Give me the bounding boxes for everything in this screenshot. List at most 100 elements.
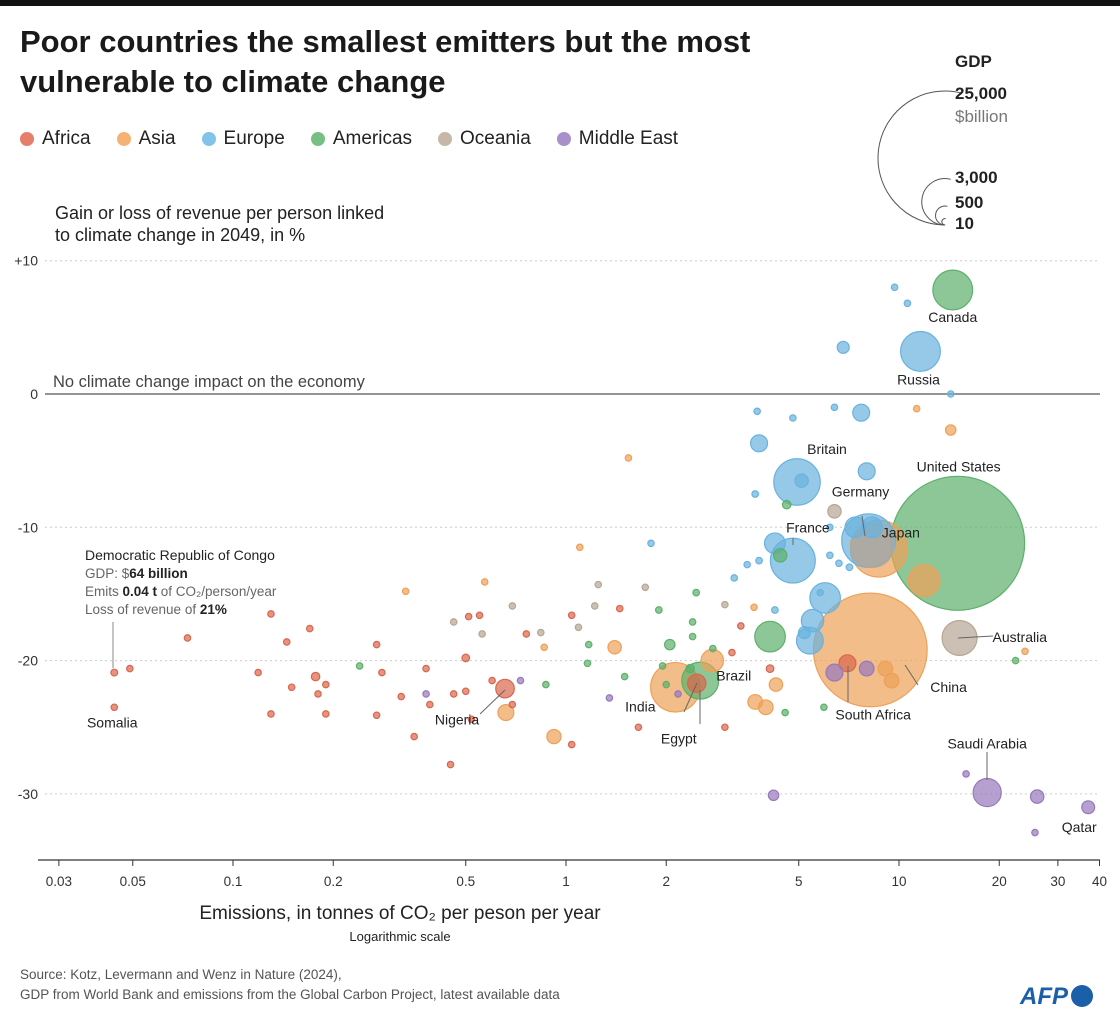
data-point bbox=[685, 663, 696, 674]
data-point-somalia bbox=[110, 703, 119, 712]
data-point bbox=[397, 692, 406, 701]
data-point bbox=[692, 588, 701, 597]
data-point bbox=[254, 668, 262, 677]
annotation-line: Emits 0.04 t of CO₂/person/year bbox=[85, 584, 277, 599]
legend-swatch bbox=[201, 132, 216, 146]
y-tick-label: -10 bbox=[18, 519, 38, 535]
data-point bbox=[497, 704, 515, 722]
country-label: Egypt bbox=[661, 730, 697, 746]
data-point bbox=[721, 723, 729, 732]
source-line: Source: Kotz, Levermann and Wenz in Natu… bbox=[20, 967, 342, 982]
zero-line-label: No climate change impact on the economy bbox=[53, 373, 366, 391]
country-label: Canada bbox=[928, 309, 977, 325]
legend-swatch bbox=[116, 132, 131, 146]
x-tick-label: 2 bbox=[662, 874, 670, 889]
data-point bbox=[634, 723, 643, 732]
country-label: India bbox=[625, 698, 656, 714]
data-point bbox=[422, 690, 430, 698]
data-point bbox=[771, 606, 779, 614]
data-point bbox=[826, 523, 834, 532]
country-label: Nigeria bbox=[435, 712, 480, 728]
x-tick-label: 10 bbox=[891, 874, 906, 889]
data-point bbox=[907, 564, 941, 598]
country-label: Saudi Arabia bbox=[947, 736, 1027, 752]
data-point bbox=[449, 618, 458, 626]
size-legend-label: 500 bbox=[955, 193, 983, 212]
data-point-canada bbox=[932, 269, 974, 311]
y-tick-label: +10 bbox=[14, 253, 38, 269]
data-point bbox=[753, 407, 761, 416]
data-point bbox=[461, 653, 471, 663]
data-point bbox=[749, 434, 769, 453]
data-point bbox=[449, 690, 458, 698]
legend-item-oceania: Oceania bbox=[438, 128, 531, 150]
legend-swatch bbox=[20, 132, 34, 146]
data-point bbox=[757, 699, 774, 716]
data-point bbox=[836, 340, 850, 354]
data-point bbox=[794, 473, 809, 488]
data-point bbox=[768, 677, 784, 692]
leader-line bbox=[683, 682, 698, 713]
data-point bbox=[478, 630, 486, 638]
country-label: South Africa bbox=[835, 706, 911, 722]
data-point-united-states bbox=[890, 475, 1026, 611]
data-point bbox=[781, 499, 792, 510]
data-point bbox=[816, 588, 825, 597]
source-note: Source: Kotz, Levermann and Wenz in Natu… bbox=[20, 965, 560, 1005]
data-point bbox=[401, 587, 410, 596]
country-label: Britain bbox=[807, 441, 847, 457]
data-point bbox=[540, 643, 548, 652]
annotation-line: Loss of revenue of 21% bbox=[85, 602, 227, 617]
data-point bbox=[322, 680, 330, 689]
data-point bbox=[890, 283, 899, 292]
data-point bbox=[355, 662, 364, 670]
data-point bbox=[728, 648, 736, 657]
data-point bbox=[605, 694, 614, 702]
data-point bbox=[575, 543, 584, 552]
data-point bbox=[488, 676, 496, 685]
data-point bbox=[464, 612, 473, 621]
data-point bbox=[475, 611, 484, 620]
data-point bbox=[835, 559, 843, 568]
country-label: Australia bbox=[993, 629, 1048, 645]
data-point bbox=[1011, 656, 1020, 665]
data-point bbox=[647, 539, 655, 548]
x-tick-label: 0.05 bbox=[120, 874, 146, 889]
data-point bbox=[378, 668, 386, 677]
data-point bbox=[422, 664, 430, 673]
data-point bbox=[567, 740, 576, 749]
data-point bbox=[372, 640, 381, 649]
data-point bbox=[767, 789, 780, 802]
data-point bbox=[546, 728, 562, 745]
size-legend-label: 25,000 bbox=[955, 84, 1007, 103]
data-point bbox=[508, 602, 517, 610]
data-point bbox=[946, 390, 955, 398]
country-label: Russia bbox=[897, 371, 940, 387]
country-label: Japan bbox=[882, 525, 920, 541]
country-label: United States bbox=[917, 458, 1001, 474]
data-point bbox=[461, 687, 470, 696]
data-point bbox=[765, 664, 775, 673]
legend-label: Europe bbox=[223, 128, 285, 149]
x-tick-label: 0.03 bbox=[46, 874, 72, 889]
data-point-qatar bbox=[1081, 800, 1096, 815]
data-point bbox=[664, 638, 676, 651]
size-legend-label: 10 bbox=[955, 214, 974, 233]
data-point bbox=[426, 700, 434, 709]
legend-item-americas: Americas bbox=[310, 128, 412, 150]
annotation-title: Democratic Republic of Congo bbox=[85, 547, 275, 563]
data-point bbox=[607, 639, 622, 655]
region-legend: Africa Asia Europe Americas Oceania Midd… bbox=[20, 128, 704, 150]
x-tick-label: 1 bbox=[562, 874, 570, 889]
leader-line bbox=[957, 635, 994, 639]
data-point bbox=[658, 662, 667, 670]
data-point bbox=[467, 715, 476, 724]
data-point bbox=[314, 690, 322, 698]
data-point bbox=[825, 663, 844, 682]
data-point bbox=[446, 760, 455, 769]
chart-title: Poor countries the smallest emitters but… bbox=[20, 24, 751, 99]
data-point bbox=[267, 610, 275, 618]
data-point bbox=[662, 680, 671, 689]
data-point bbox=[620, 672, 629, 681]
